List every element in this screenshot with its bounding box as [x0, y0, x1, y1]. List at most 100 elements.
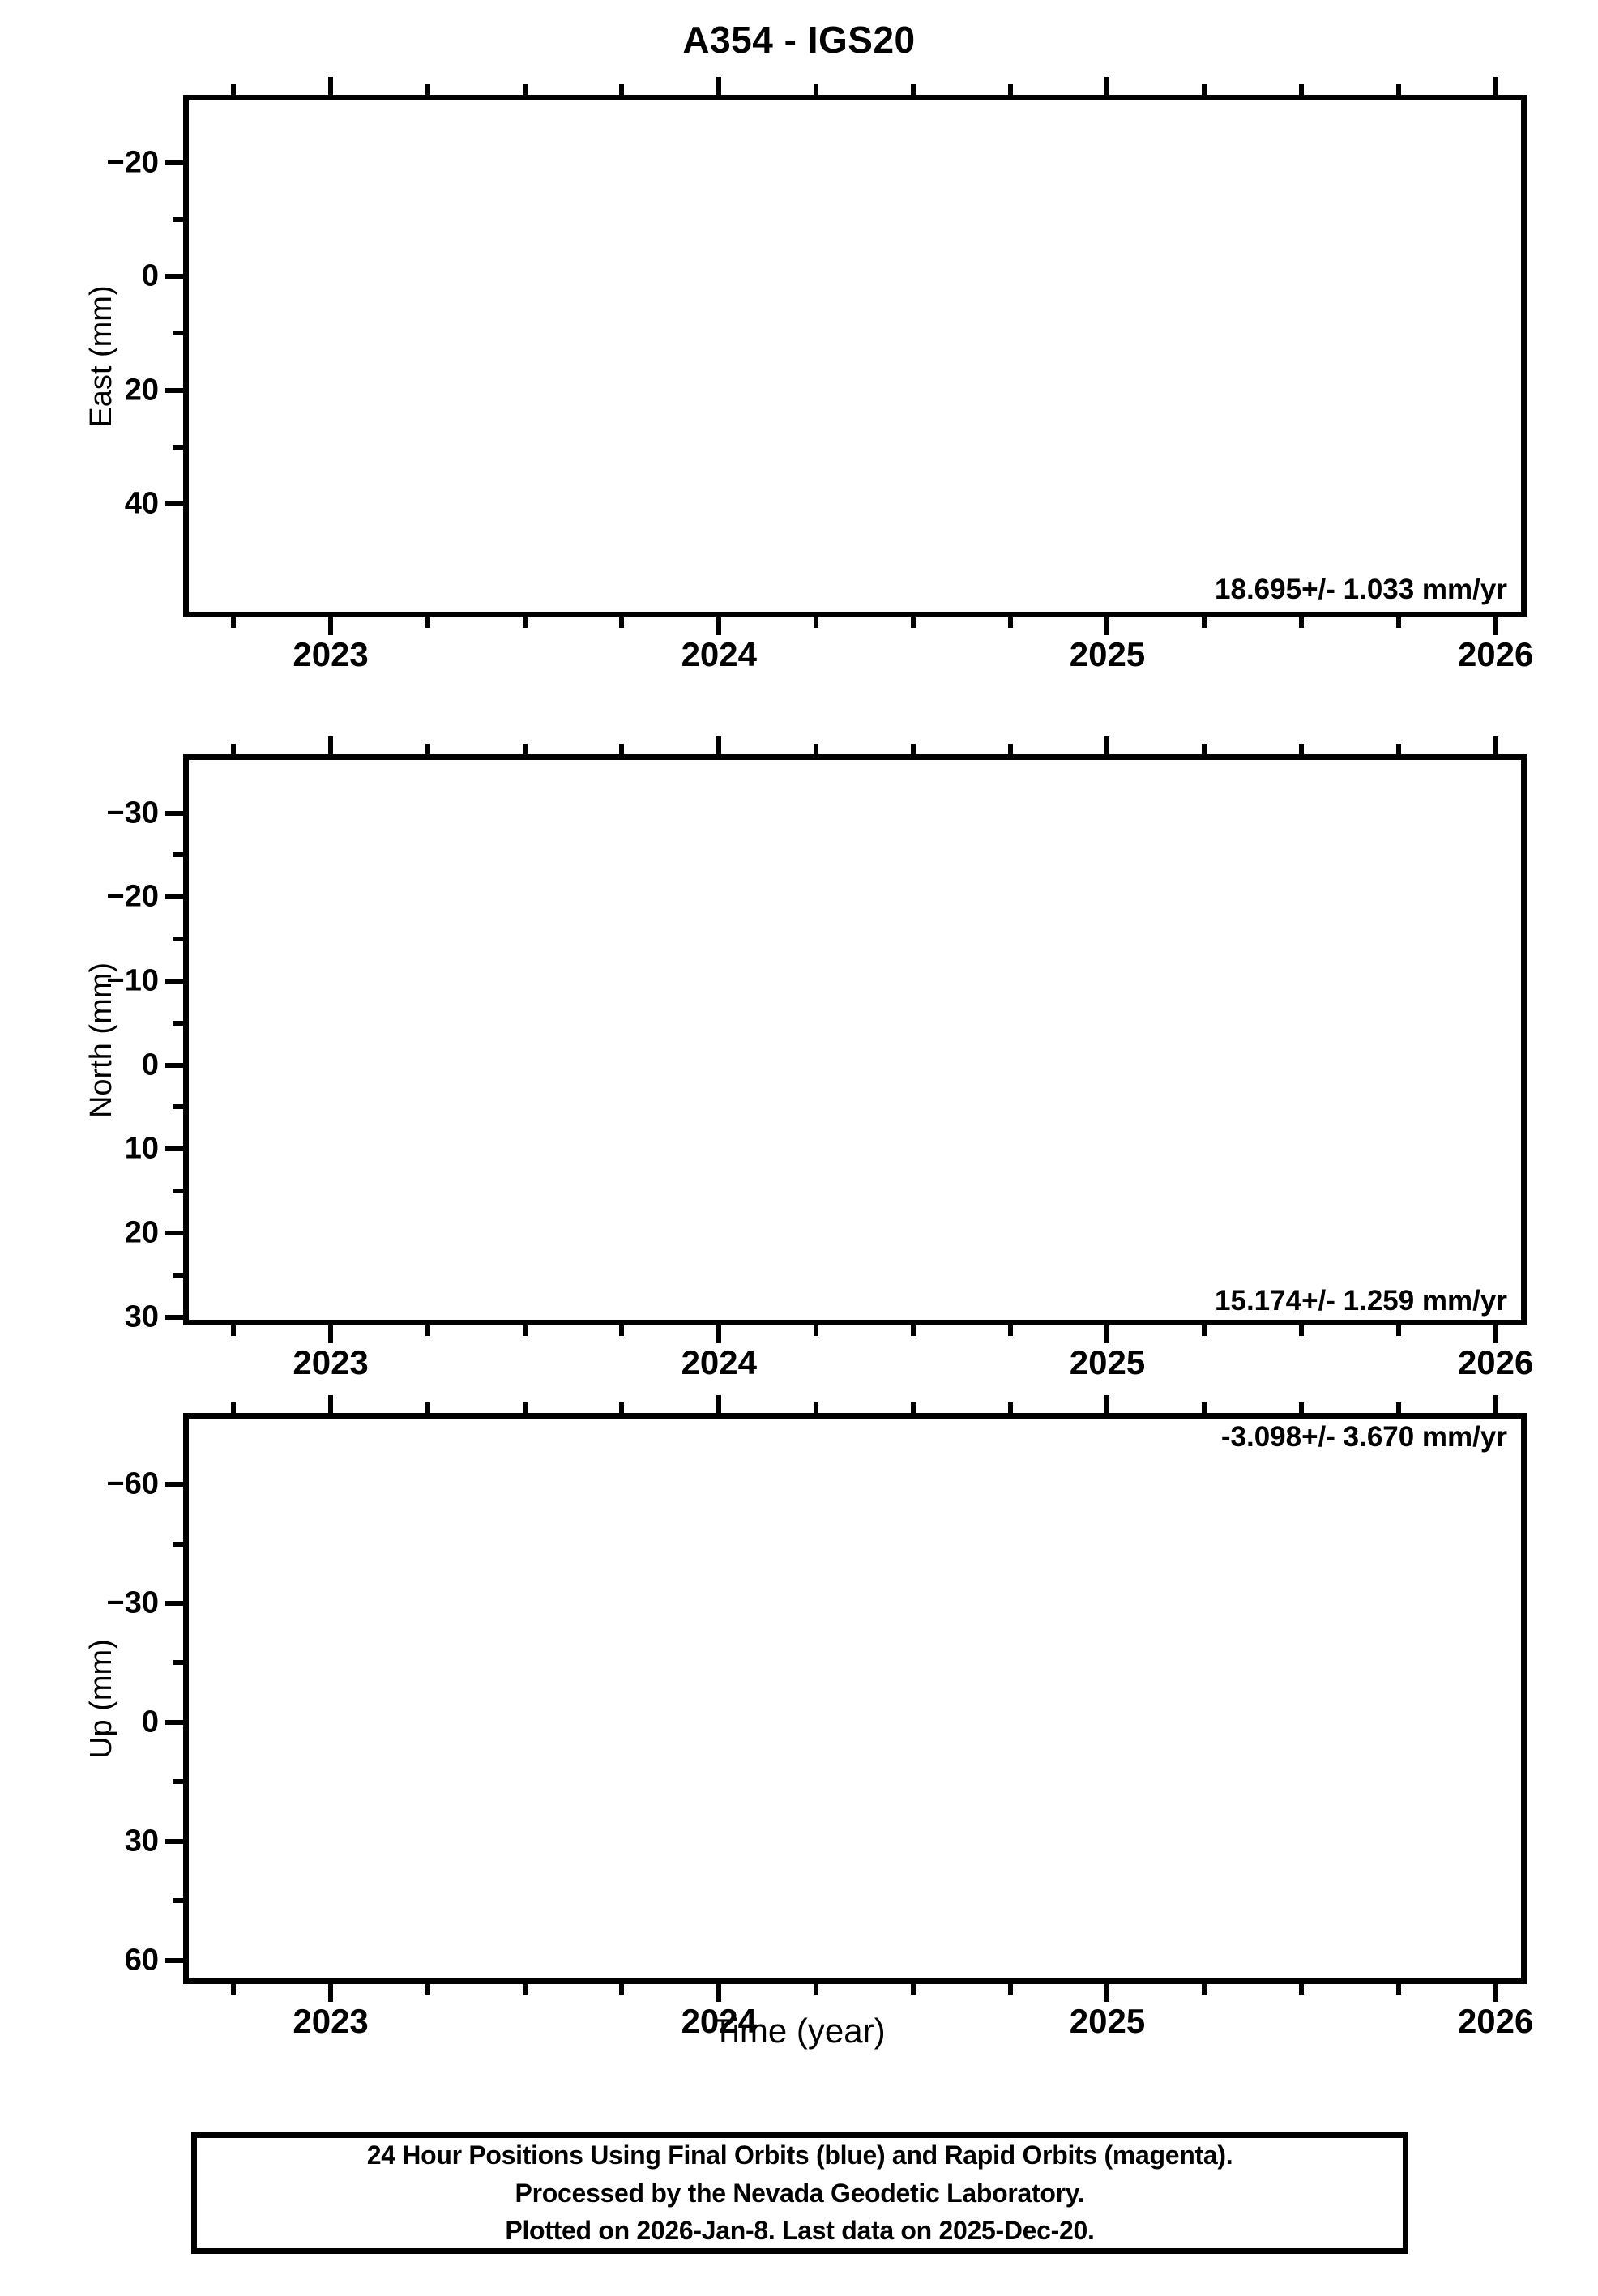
y-minor-tick — [173, 331, 183, 336]
panel-up-frame — [183, 1413, 1527, 1984]
y-tick-label: 30 — [124, 1300, 159, 1334]
x-minor-tick — [231, 744, 237, 754]
panel-north-frame — [183, 754, 1527, 1325]
y-minor-tick — [173, 1898, 183, 1904]
x-minor-tick — [1007, 744, 1013, 754]
x-minor-tick — [1395, 1402, 1401, 1413]
x-tick-label: 2025 — [1069, 2002, 1146, 2040]
x-tick — [1493, 736, 1498, 754]
y-tick — [165, 1957, 183, 1963]
y-minor-tick — [173, 217, 183, 223]
x-minor-tick — [425, 617, 430, 628]
x-minor-tick — [1299, 617, 1305, 628]
x-minor-tick — [1202, 1402, 1207, 1413]
panel-east: 18.695+/- 1.033 mm/yr 40 20 0 −20 2023 2024 20… — [84, 77, 1533, 673]
x-tick — [1104, 617, 1110, 635]
x-tick — [328, 617, 334, 635]
x-minor-tick — [814, 744, 819, 754]
x-minor-tick — [910, 617, 916, 628]
caption-line-2: Processed by the Nevada Geodetic Laborat… — [515, 2178, 1085, 2208]
panel-north-rate-label: 15.174+/- 1.259 mm/yr — [1215, 1285, 1507, 1317]
page-title: A354 - IGS20 — [682, 19, 916, 61]
y-minor-tick — [173, 937, 183, 942]
x-minor-tick — [1202, 1984, 1207, 1995]
x-minor-tick — [619, 744, 625, 754]
y-tick — [165, 501, 183, 506]
y-tick-label: 0 — [141, 1705, 159, 1739]
x-minor-tick — [425, 84, 430, 95]
x-tick-label: 2026 — [1457, 2002, 1534, 2040]
x-minor-tick — [1395, 84, 1401, 95]
y-tick — [165, 1838, 183, 1844]
x-tick — [1493, 77, 1498, 95]
x-tick-label: 2024 — [681, 2002, 757, 2040]
x-minor-tick — [910, 1984, 916, 1995]
x-minor-tick — [619, 84, 625, 95]
y-tick — [165, 1600, 183, 1606]
x-axis-title: Time (year) — [712, 2012, 886, 2050]
x-tick — [716, 617, 722, 635]
x-minor-tick — [1007, 84, 1013, 95]
x-minor-tick — [1299, 744, 1305, 754]
x-tick — [328, 1395, 334, 1413]
x-minor-tick — [1299, 1402, 1305, 1413]
x-minor-tick — [619, 1402, 625, 1413]
y-minor-tick — [173, 1189, 183, 1194]
y-tick — [165, 387, 183, 393]
x-minor-tick — [231, 1402, 237, 1413]
y-tick — [165, 1230, 183, 1235]
x-tick — [1493, 1325, 1498, 1343]
y-minor-tick — [173, 444, 183, 450]
x-minor-tick — [910, 1402, 916, 1413]
x-minor-tick — [1299, 1325, 1305, 1336]
x-tick-label: 2024 — [681, 1343, 757, 1381]
y-tick-label: 20 — [124, 373, 159, 408]
y-tick-label: 10 — [124, 1131, 159, 1166]
caption-line-3: Plotted on 2026-Jan-8. Last data on 2025… — [505, 2216, 1095, 2246]
x-tick — [328, 1325, 334, 1343]
x-minor-tick — [910, 84, 916, 95]
x-minor-tick — [522, 84, 528, 95]
x-minor-tick — [231, 1325, 237, 1336]
x-minor-tick — [1202, 617, 1207, 628]
x-minor-tick — [1007, 1325, 1013, 1336]
y-tick-label: −30 — [106, 796, 159, 830]
x-minor-tick — [425, 1984, 430, 1995]
x-tick-label: 2023 — [293, 1343, 369, 1381]
y-axis-title: East (mm) — [84, 284, 118, 428]
x-tick — [328, 1984, 334, 2002]
x-minor-tick — [814, 84, 819, 95]
x-minor-tick — [522, 1984, 528, 1995]
x-minor-tick — [522, 744, 528, 754]
x-tick — [716, 1984, 722, 2002]
x-tick — [1493, 1984, 1498, 2002]
x-minor-tick — [814, 1402, 819, 1413]
caption-line-1: 24 Hour Positions Using Final Orbits (bl… — [366, 2140, 1233, 2170]
panel-up-rate-label: -3.098+/- 3.670 mm/yr — [1220, 1421, 1507, 1453]
x-tick-label: 2023 — [293, 635, 369, 673]
x-minor-tick — [1202, 1325, 1207, 1336]
y-axis-title: North (mm) — [84, 962, 118, 1118]
x-tick-label: 2025 — [1069, 1343, 1146, 1381]
x-minor-tick — [814, 1984, 819, 1995]
y-minor-tick — [173, 1272, 183, 1278]
y-tick-label: 60 — [124, 1943, 159, 1978]
x-minor-tick — [1299, 84, 1305, 95]
y-axis-title: Up (mm) — [84, 1638, 118, 1759]
x-tick-label: 2026 — [1457, 635, 1534, 673]
x-minor-tick — [619, 1984, 625, 1995]
y-tick-label: −60 — [106, 1466, 159, 1501]
x-minor-tick — [1395, 617, 1401, 628]
x-tick — [716, 1395, 722, 1413]
x-tick — [328, 736, 334, 754]
x-minor-tick — [522, 1402, 528, 1413]
y-tick — [165, 1719, 183, 1725]
x-tick — [1104, 1395, 1110, 1413]
y-tick-label: 0 — [141, 258, 159, 293]
x-tick — [1104, 77, 1110, 95]
x-tick-label: 2026 — [1457, 1343, 1534, 1381]
x-minor-tick — [522, 617, 528, 628]
x-tick — [716, 736, 722, 754]
y-tick — [165, 978, 183, 984]
x-minor-tick — [1007, 1984, 1013, 1995]
